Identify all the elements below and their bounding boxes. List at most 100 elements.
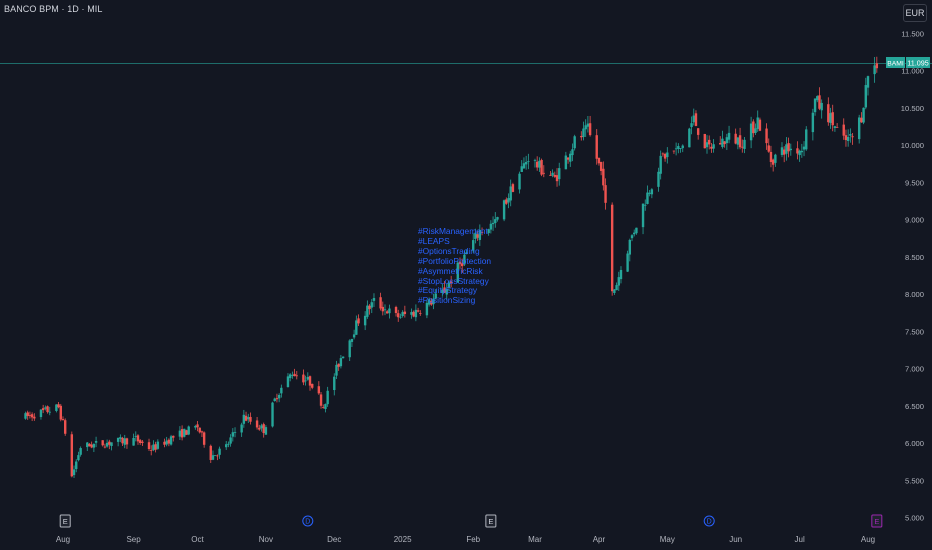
candle xyxy=(456,260,459,283)
candle-body xyxy=(434,293,437,299)
svg-text:E: E xyxy=(874,517,879,526)
candle-body xyxy=(672,150,676,152)
candle-body xyxy=(522,163,526,169)
candle xyxy=(61,416,65,421)
candle-body xyxy=(857,117,861,140)
candle xyxy=(771,158,775,172)
candle xyxy=(789,143,793,156)
candle xyxy=(767,138,770,153)
chart-title: BANCO BPM · 1D · MIL xyxy=(4,4,103,14)
candle xyxy=(586,116,590,133)
candle-body xyxy=(663,153,667,159)
candle-body xyxy=(535,161,539,168)
candle xyxy=(416,307,420,313)
candle-body xyxy=(262,424,265,434)
candle-body xyxy=(604,185,607,203)
candle xyxy=(449,275,453,288)
candle xyxy=(527,153,530,170)
candle-body xyxy=(456,262,459,283)
candle xyxy=(555,168,559,187)
candle xyxy=(502,199,506,222)
candle xyxy=(535,156,539,171)
candle-body xyxy=(835,127,839,128)
candle-body xyxy=(75,461,78,470)
currency-button[interactable]: EUR xyxy=(903,4,927,22)
candle-body xyxy=(200,431,204,433)
candle-body xyxy=(372,298,376,301)
candle xyxy=(758,117,762,132)
candle xyxy=(580,131,583,141)
candle xyxy=(708,135,711,150)
candle-body xyxy=(494,219,497,224)
candle-body xyxy=(626,253,629,272)
candle xyxy=(584,119,587,137)
candle xyxy=(90,441,93,449)
price-tick-label: 8.000 xyxy=(905,290,924,299)
candle xyxy=(57,402,60,409)
candle xyxy=(679,148,682,153)
candle-body xyxy=(88,443,91,447)
candle-body xyxy=(584,125,587,130)
candle-body xyxy=(271,402,274,427)
candle xyxy=(518,171,521,194)
candle xyxy=(566,157,570,164)
candle xyxy=(165,436,168,447)
candle xyxy=(105,439,109,448)
candle xyxy=(774,153,777,167)
candle-body xyxy=(401,312,404,316)
candle xyxy=(785,137,788,161)
candle xyxy=(167,438,171,447)
candle xyxy=(615,282,618,291)
candle xyxy=(524,155,528,170)
candle-body xyxy=(743,139,746,149)
candle-body xyxy=(441,289,444,293)
svg-text:D: D xyxy=(707,519,712,526)
candle xyxy=(538,157,541,172)
candle-body xyxy=(178,430,182,437)
candle-body xyxy=(679,148,682,149)
candle xyxy=(75,459,78,473)
candle xyxy=(92,443,96,453)
candle xyxy=(77,451,80,462)
candle xyxy=(33,413,36,421)
candle xyxy=(218,446,221,459)
candle xyxy=(202,431,206,448)
candle-body xyxy=(108,441,111,445)
price-badge: BAMI 11.095 xyxy=(886,57,930,68)
hashtag: #PositionSizing xyxy=(418,295,476,306)
price-tick-label: 5.000 xyxy=(905,514,924,523)
candle-body xyxy=(172,435,175,438)
candle xyxy=(445,283,448,301)
candle xyxy=(743,137,746,154)
candle xyxy=(326,386,329,407)
candle-body xyxy=(617,277,620,286)
candle-body xyxy=(291,375,294,376)
candle xyxy=(564,151,568,170)
candle-body xyxy=(110,442,113,447)
candle xyxy=(813,98,817,116)
candle xyxy=(829,107,832,129)
candle xyxy=(403,305,407,318)
candle-body xyxy=(472,240,475,251)
candle-body xyxy=(244,415,248,421)
dividend-marker: D xyxy=(703,515,715,527)
hashtag: #AsymmetricRisk xyxy=(418,265,483,276)
candle xyxy=(136,434,140,445)
candle-body xyxy=(339,358,343,367)
candle xyxy=(736,136,740,150)
candle xyxy=(370,299,373,314)
time-tick-label: Jul xyxy=(795,535,805,544)
candle xyxy=(599,161,603,176)
candle xyxy=(818,87,821,111)
candle xyxy=(339,354,343,369)
candle xyxy=(604,178,607,210)
candle-body xyxy=(41,408,45,411)
candle xyxy=(842,118,845,140)
candle-body xyxy=(216,455,219,457)
candle-body xyxy=(333,376,336,391)
candle-body xyxy=(57,404,60,408)
candle xyxy=(154,441,157,453)
candle-body xyxy=(379,297,382,309)
time-tick-label: Aug xyxy=(56,535,70,544)
